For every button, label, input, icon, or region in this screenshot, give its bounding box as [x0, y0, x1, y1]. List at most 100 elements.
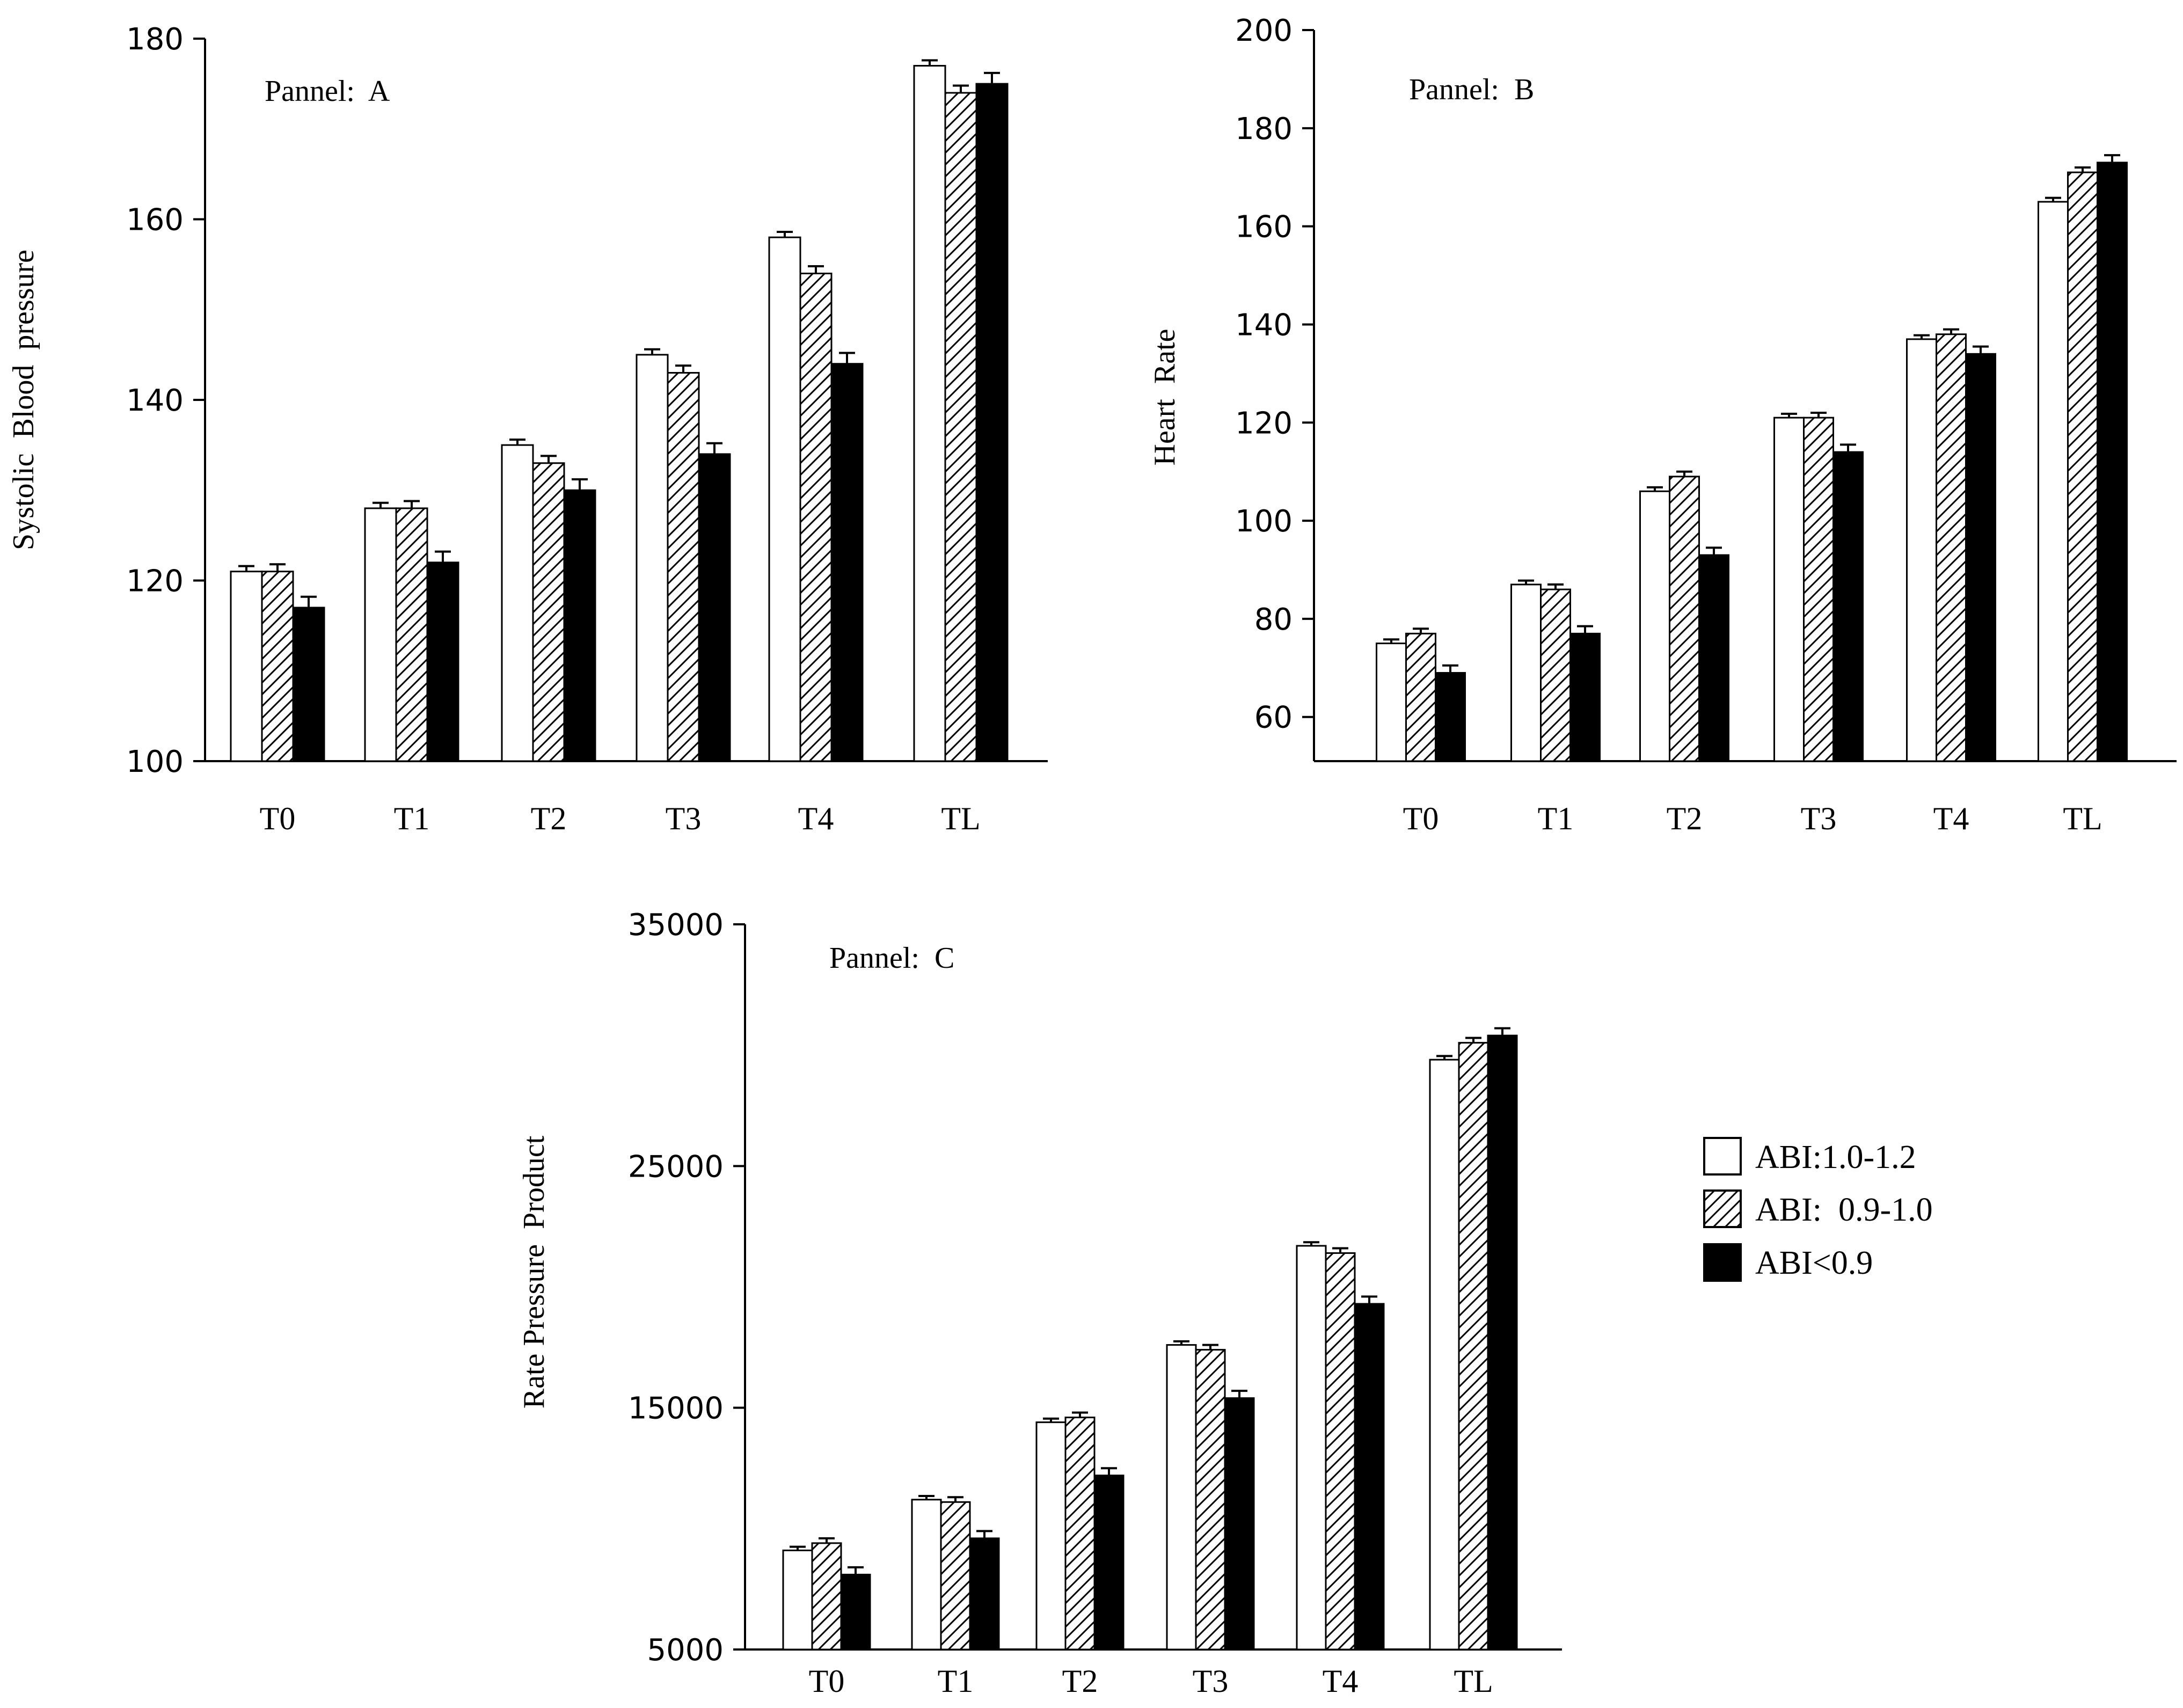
y-tick-label-b: 180 [1235, 112, 1293, 147]
bar-a-tl-hatched [944, 92, 977, 762]
y-tick-label-c: 15000 [628, 1391, 724, 1426]
x-category-label-a: T2 [531, 801, 567, 836]
x-category-label-b: T0 [1403, 801, 1439, 836]
x-category-label-a: T3 [666, 801, 702, 836]
bar-b-t3-hatched [1803, 417, 1834, 762]
x-category-label-b: T4 [1933, 801, 1969, 836]
bar-c-tl-hatched [1458, 1042, 1489, 1651]
panel-b-chart: 60 80 100 120 140 160 180 200 Heart Rate Pannel: … [1148, 13, 2177, 836]
y-tick-label-a: 180 [126, 22, 184, 57]
y-tick-label-a: 100 [126, 744, 184, 779]
bar-a-t1-hatched [395, 507, 428, 762]
x-category-label-a: TL [941, 801, 980, 836]
bar-c-t4-white [1296, 1245, 1327, 1651]
x-category-label-c: T0 [809, 1663, 845, 1699]
panel-a-chart: 100 120 140 160 180 Systolic Blood pressure Pa… [7, 22, 1048, 836]
x-category-label-b: T2 [1667, 801, 1703, 836]
bar-c-t1-black [969, 1537, 1000, 1651]
bar-c-t2-white [1035, 1421, 1067, 1651]
bar-b-t1-hatched [1540, 588, 1571, 762]
bar-a-t1-black [426, 561, 459, 762]
legend: ABI:1.0-1.2 ABI: 0.9-1.0 ABI<0.9 [1703, 1137, 1933, 1282]
bar-c-t0-hatched [811, 1542, 842, 1651]
y-tick-label-a: 140 [126, 383, 184, 418]
panel-title-a: Pannel: A [265, 75, 390, 108]
x-category-label-a: T0 [260, 801, 296, 836]
y-tick-label-c: 35000 [628, 908, 724, 943]
bar-a-t3-hatched [667, 372, 700, 762]
y-tick-label-b: 160 [1235, 210, 1293, 245]
bar-a-t4-black [830, 363, 864, 762]
bar-a-t4-white [768, 236, 801, 762]
x-category-label-a: T4 [798, 801, 834, 836]
bar-b-t2-black [1698, 554, 1729, 762]
legend-label-abi-lt-0-9: ABI<0.9 [1755, 1245, 1873, 1281]
bar-b-t3-black [1832, 451, 1864, 762]
bar-c-t3-hatched [1195, 1349, 1226, 1651]
x-category-label-c: T2 [1062, 1663, 1098, 1699]
panel-c-chart: 5000 15000 25000 35000 Rate Pressure Product… [517, 908, 1562, 1699]
bar-a-t2-black [563, 489, 596, 762]
x-category-label-b: TL [2063, 801, 2102, 836]
panel-title-c: Pannel: C [829, 941, 954, 975]
y-tick-label-a: 160 [126, 203, 184, 238]
bar-c-t3-black [1224, 1397, 1255, 1651]
bar-a-t3-black [698, 453, 731, 762]
bar-a-t3-white [636, 354, 669, 762]
bar-c-t4-hatched [1325, 1252, 1356, 1651]
y-axis-title-a: Systolic Blood pressure [7, 250, 40, 550]
panel-title-b: Pannel: B [1409, 73, 1534, 106]
bar-b-t0-black [1435, 671, 1466, 762]
y-tick-label-b: 120 [1235, 406, 1293, 441]
bar-c-t2-hatched [1064, 1417, 1096, 1651]
bar-c-tl-white [1429, 1059, 1460, 1651]
bar-c-t0-black [840, 1573, 871, 1651]
bar-b-t0-hatched [1405, 632, 1436, 762]
x-category-label-c: T1 [938, 1663, 974, 1699]
bar-c-t3-white [1166, 1344, 1197, 1651]
bar-a-t1-white [364, 507, 397, 762]
x-category-label-c: T4 [1323, 1663, 1359, 1699]
bar-b-tl-black [2097, 162, 2128, 762]
bar-b-tl-hatched [2067, 171, 2098, 762]
bar-b-t2-white [1639, 490, 1670, 762]
y-tick-label-b: 60 [1254, 700, 1293, 735]
bar-c-t4-black [1354, 1303, 1385, 1651]
x-category-label-c: T3 [1193, 1663, 1229, 1699]
y-tick-label-b: 80 [1254, 602, 1293, 637]
bar-a-t0-black [292, 607, 325, 762]
bar-c-t1-white [911, 1499, 942, 1651]
x-category-label-c: TL [1454, 1663, 1493, 1699]
x-category-label-b: T3 [1801, 801, 1837, 836]
bar-b-t4-black [1965, 353, 1996, 762]
x-category-label-b: T1 [1538, 801, 1574, 836]
bar-b-t2-hatched [1669, 476, 1700, 762]
x-category-label-a: T1 [394, 801, 430, 836]
y-axis-title-c: Rate Pressure Product [517, 1135, 551, 1408]
bar-b-t4-hatched [1936, 333, 1967, 762]
y-tick-label-b: 140 [1235, 308, 1293, 342]
bar-a-tl-white [913, 64, 946, 762]
legend-swatch-hatched [1703, 1189, 1742, 1228]
y-axis-title-b: Heart Rate [1148, 329, 1181, 466]
y-tick-label-c: 25000 [628, 1149, 724, 1184]
bar-b-t1-black [1569, 632, 1601, 762]
bar-b-tl-white [2038, 201, 2069, 762]
bar-b-t4-white [1906, 338, 1937, 762]
legend-label-abi-1-0-1-2: ABI:1.0-1.2 [1755, 1139, 1916, 1176]
bar-c-t1-hatched [940, 1501, 971, 1651]
bar-c-t2-black [1093, 1475, 1125, 1651]
bar-b-t0-white [1376, 643, 1407, 762]
bar-a-t4-hatched [799, 272, 833, 762]
y-tick-label-a: 120 [126, 564, 184, 599]
bar-a-t0-hatched [261, 571, 294, 762]
y-tick-label-b: 200 [1235, 13, 1293, 48]
y-tick-label-c: 5000 [647, 1633, 724, 1668]
legend-swatch-black [1703, 1243, 1742, 1282]
legend-swatch-white [1703, 1137, 1742, 1176]
legend-label-abi-0-9-1-0: ABI: 0.9-1.0 [1755, 1192, 1933, 1228]
bar-a-tl-black [975, 83, 1009, 762]
bar-a-t2-hatched [532, 462, 565, 762]
bar-a-t2-white [501, 444, 534, 762]
